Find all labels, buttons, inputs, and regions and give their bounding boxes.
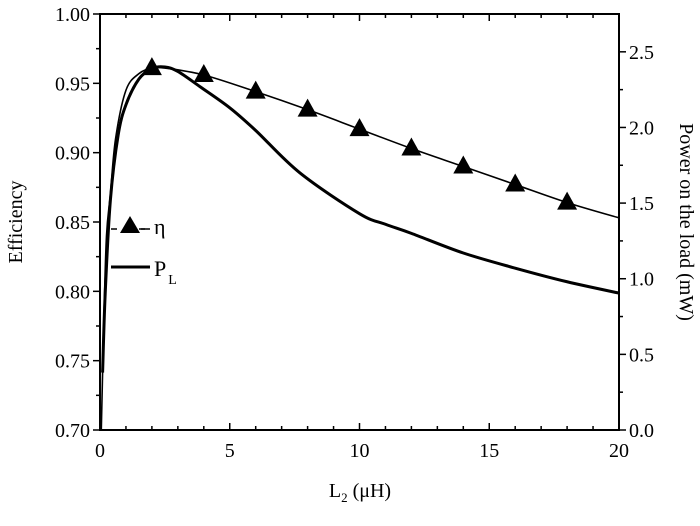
eta-marker [557, 191, 578, 210]
legend-eta-label: η [154, 214, 166, 239]
y-right-tick-label: 1.5 [629, 193, 654, 215]
x-axis-label-main: L [329, 480, 341, 502]
y-left-tick-label: 0.85 [55, 212, 90, 234]
x-tick-label: 20 [609, 440, 629, 462]
x-axis-label-unit: (μH) [348, 480, 392, 502]
y-right-tick-label: 0.0 [629, 420, 654, 442]
x-axis-label-sub: 2 [341, 490, 348, 505]
x-tick-label: 5 [225, 440, 235, 462]
y-right-tick-label: 0.5 [629, 344, 654, 366]
y-right-tick-label: 1.0 [629, 269, 654, 291]
y-left-tick-label: 1.00 [55, 4, 90, 26]
y-left-axis-label: Efficiency [5, 181, 27, 264]
legend-eta-marker [120, 216, 140, 233]
eta-marker [297, 98, 318, 117]
legend-pl-label-sub: L [168, 273, 177, 288]
x-axis-label: L2 (μH) [329, 480, 391, 505]
eta-marker [505, 173, 526, 192]
legend-pl-label-main: P [154, 256, 166, 281]
y-right-tick-label: 2.5 [629, 42, 654, 64]
eta-marker [245, 80, 266, 99]
eta-marker [193, 64, 214, 83]
plot-marks [100, 57, 620, 431]
x-tick-label: 10 [350, 440, 370, 462]
pl-line [101, 65, 620, 373]
y-right-tick-label: 2.0 [629, 117, 654, 139]
plot-frame [99, 13, 620, 431]
y-left-tick-label: 0.70 [55, 420, 90, 442]
eta-marker [453, 155, 474, 174]
eta-marker [401, 137, 422, 156]
axes: 0 5 10 15 20 0.70 0.75 0.80 0.85 0.90 0.95 1.00 0.0 0… [55, 4, 654, 462]
y-left-tick-label: 0.95 [55, 73, 90, 95]
y-left-tick-label: 0.90 [55, 143, 90, 165]
y-left-tick-label: 0.80 [55, 281, 90, 303]
y-right-axis-label: Power on the load (mW) [675, 123, 697, 321]
y-left-tick-label: 0.75 [55, 351, 90, 373]
eta-marker [349, 118, 370, 137]
x-tick-label: 15 [479, 440, 499, 462]
x-tick-label: 0 [95, 440, 105, 462]
